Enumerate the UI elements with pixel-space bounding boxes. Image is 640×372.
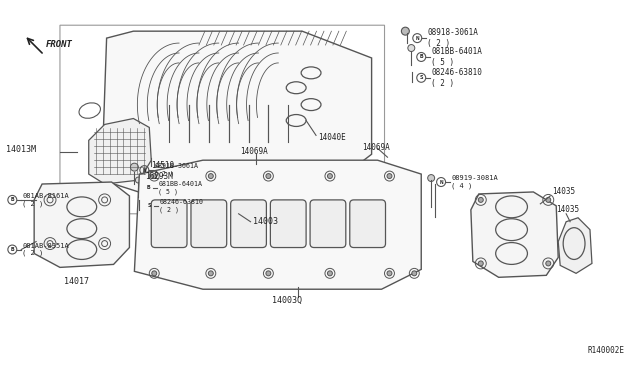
Text: S: S xyxy=(148,203,151,208)
Circle shape xyxy=(412,271,417,276)
Text: 14003: 14003 xyxy=(253,217,278,226)
Text: B: B xyxy=(419,54,423,60)
FancyBboxPatch shape xyxy=(270,200,306,247)
Text: 08919-3081A
( 4 ): 08919-3081A ( 4 ) xyxy=(451,175,498,189)
Circle shape xyxy=(387,271,392,276)
Text: 14069A: 14069A xyxy=(362,143,389,152)
Text: 14040E: 14040E xyxy=(318,133,346,142)
Circle shape xyxy=(546,261,551,266)
Polygon shape xyxy=(558,218,592,273)
Text: 14013M: 14013M xyxy=(6,145,36,154)
FancyBboxPatch shape xyxy=(350,200,385,247)
Text: 08918-3061A
( 2 ): 08918-3061A ( 2 ) xyxy=(154,163,198,177)
Polygon shape xyxy=(102,31,372,200)
Text: 14003Q: 14003Q xyxy=(273,296,302,305)
Text: 081BB-6401A
( 5 ): 081BB-6401A ( 5 ) xyxy=(431,47,482,67)
Circle shape xyxy=(152,271,157,276)
Text: 08918-3061A
( 2 ): 08918-3061A ( 2 ) xyxy=(427,28,478,48)
Text: R140002E: R140002E xyxy=(588,346,625,355)
Circle shape xyxy=(328,271,332,276)
Text: N: N xyxy=(415,36,419,41)
Text: 14069A: 14069A xyxy=(241,147,268,156)
Text: 14035: 14035 xyxy=(556,205,579,214)
Circle shape xyxy=(478,198,483,202)
Text: 14035: 14035 xyxy=(552,187,575,196)
Text: 081AB-8161A
( 2 ): 081AB-8161A ( 2 ) xyxy=(22,193,69,206)
Circle shape xyxy=(131,163,138,171)
FancyBboxPatch shape xyxy=(151,200,187,247)
Circle shape xyxy=(328,174,332,179)
Circle shape xyxy=(209,174,213,179)
Polygon shape xyxy=(34,182,129,267)
Text: B: B xyxy=(147,186,150,190)
FancyBboxPatch shape xyxy=(230,200,266,247)
Text: 14017: 14017 xyxy=(64,277,89,286)
Polygon shape xyxy=(471,192,558,277)
Text: FRONT: FRONT xyxy=(46,40,73,49)
Circle shape xyxy=(478,261,483,266)
Text: 08246-63810
( 2 ): 08246-63810 ( 2 ) xyxy=(159,199,204,213)
FancyBboxPatch shape xyxy=(191,200,227,247)
Circle shape xyxy=(408,45,415,51)
Polygon shape xyxy=(134,160,421,289)
Text: 081AB-8351A
( 2 ): 081AB-8351A ( 2 ) xyxy=(22,243,69,256)
Text: 08246-63810
( 2 ): 08246-63810 ( 2 ) xyxy=(431,68,482,87)
Circle shape xyxy=(401,27,410,35)
Circle shape xyxy=(428,174,435,182)
Text: 14510: 14510 xyxy=(151,161,174,170)
Text: B: B xyxy=(11,247,14,252)
Text: 081BB-6401A
( 5 ): 081BB-6401A ( 5 ) xyxy=(158,181,202,195)
Circle shape xyxy=(136,177,141,183)
Circle shape xyxy=(546,198,551,202)
Text: 16293M: 16293M xyxy=(145,172,173,181)
Text: N: N xyxy=(439,180,443,185)
Text: N: N xyxy=(143,168,146,173)
FancyBboxPatch shape xyxy=(310,200,346,247)
Circle shape xyxy=(152,174,157,179)
Circle shape xyxy=(387,174,392,179)
Circle shape xyxy=(266,174,271,179)
Text: B: B xyxy=(11,198,14,202)
Text: S: S xyxy=(419,75,423,80)
Circle shape xyxy=(209,271,213,276)
Circle shape xyxy=(266,271,271,276)
Polygon shape xyxy=(89,119,151,184)
